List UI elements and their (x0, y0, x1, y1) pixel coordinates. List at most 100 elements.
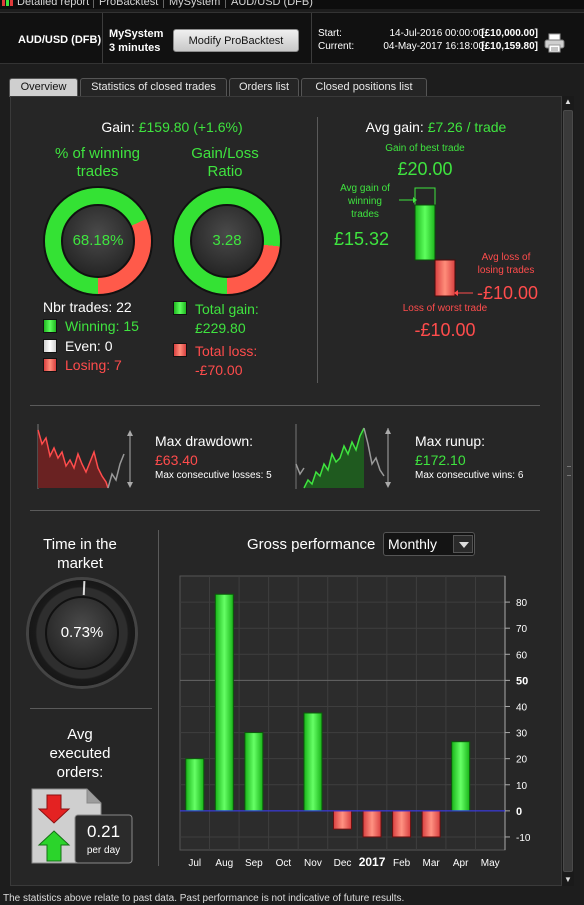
instrument-label: AUD/USD (DFB) (18, 34, 102, 46)
chart-bar-mar (421, 810, 441, 838)
avg-win-label-line1: Avg gain of (340, 183, 390, 194)
chart-y-tick-label: 20 (516, 755, 528, 766)
avg-loss-label: Avg loss of losing trades (471, 251, 541, 277)
start-date: 14-Jul-2016 00:00:00 (389, 28, 484, 39)
time-in-market-tick (82, 581, 86, 596)
max-runup-value: £172.10 (415, 452, 466, 468)
printer-icon[interactable] (543, 33, 567, 53)
total-gain: Total gain: £229.80 (195, 300, 259, 338)
total-loss-value: -£70.00 (195, 362, 243, 378)
even-count: Even: 0 (65, 338, 113, 354)
total-loss-swatch (173, 343, 187, 357)
total-loss: Total loss: -£70.00 (195, 342, 257, 380)
total-gain-label: Total gain: (195, 301, 259, 317)
panel-scrollbar[interactable]: ▲ ▼ (561, 96, 574, 886)
chart-x-label-may: May (481, 858, 500, 869)
current-label: Current: (318, 41, 355, 52)
period-select[interactable]: Monthly (383, 532, 475, 556)
time-in-market-title-line2: market (57, 555, 103, 572)
time-in-market-title-line1: Time in the (43, 536, 117, 553)
title-instrument: AUD/USD (DFB) (231, 0, 313, 8)
winning-title-line2: trades (76, 163, 119, 180)
max-runup-chart (295, 424, 391, 489)
tab-overview[interactable]: Overview (9, 78, 78, 97)
chart-plot-area (179, 575, 506, 851)
chart-y-tick-label: 30 (516, 729, 528, 740)
chevron-down-icon[interactable] (453, 535, 473, 553)
chart-x-label-nov: Nov (304, 858, 322, 869)
start-capital: [£10,000.00] (481, 28, 538, 39)
chart-y-tick-label: 0 (516, 806, 522, 818)
losing-count: Losing: 7 (65, 357, 122, 373)
time-in-market-value: 0.73% (60, 624, 104, 641)
ratio-title-line1: Gain/Loss (191, 145, 259, 162)
tab-statistics-closed-trades[interactable]: Statistics of closed trades (80, 78, 227, 96)
gain-value: £159.80 (+1.6%) (138, 119, 243, 135)
chart-y-tick-label: 60 (516, 650, 528, 661)
chart-y-tick-label: 50 (516, 675, 528, 687)
report-header: AUD/USD (DFB) MySystem 3 minutes Modify … (0, 12, 584, 64)
chart-x-label-dec: Dec (334, 858, 352, 869)
avg-loss-label-line1: Avg loss of (481, 252, 531, 263)
app-icon (2, 0, 14, 6)
total-gain-swatch (173, 301, 187, 315)
chart-x-label-apr: Apr (453, 858, 469, 869)
window-title-bar: Detailed report ProBacktest MySystem AUD… (0, 0, 584, 9)
chart-bar-dec (333, 810, 352, 830)
max-drawdown-value: £63.40 (155, 452, 198, 468)
max-drawdown-chart (37, 424, 133, 489)
winning-trades-title: % of winning trades (40, 145, 155, 181)
current-capital: [£10,159.80] (481, 41, 538, 52)
chart-x-label-oct: Oct (276, 858, 292, 869)
avg-win-label-line2: winning (348, 196, 382, 207)
scroll-thumb[interactable] (563, 110, 573, 872)
total-loss-label: Total loss: (195, 343, 258, 359)
chart-y-tick-label: 80 (516, 598, 528, 609)
time-in-market-donut: 0.73% (29, 580, 135, 686)
title-system: MySystem (169, 0, 221, 8)
chart-bar-aug (214, 593, 234, 812)
tab-orders-list[interactable]: Orders list (229, 78, 299, 96)
system-name: MySystem (109, 28, 164, 40)
time-in-market-title: Time in the market (30, 535, 130, 573)
avg-loss-label-line2: losing trades (477, 265, 535, 276)
scroll-up-icon[interactable]: ▲ (564, 97, 572, 106)
gross-performance-title: Gross performance (247, 536, 376, 553)
tab-closed-positions-list[interactable]: Closed positions list (301, 78, 427, 96)
avg-orders-unit: per day (86, 845, 121, 856)
gross-performance-chart: -10 0 10 20 30 40 50 60 70 80 Jul Aug Sep Oct Nov Dec 20… (179, 575, 531, 869)
period-select-value: Monthly (388, 536, 438, 552)
gain-loss-ratio-title: Gain/Loss Ratio (170, 145, 280, 181)
max-consecutive-wins: Max consecutive wins: 6 (415, 470, 524, 481)
executed-orders-icon: 0.21 per day (31, 787, 133, 865)
best-trade-value: £20.00 (397, 159, 453, 179)
avg-orders-value: 0.21 (86, 822, 121, 841)
avg-orders-title-line3: orders: (56, 764, 104, 781)
avg-gain-bar-diagram (399, 187, 473, 297)
title-detailed-report: Detailed report (17, 0, 90, 8)
chart-x-label-mar: Mar (423, 858, 441, 869)
nbr-trades: Nbr trades: 22 (43, 299, 132, 315)
avg-gain-label: Avg gain: (365, 119, 424, 135)
chart-y-tick-label: 70 (516, 624, 528, 635)
avg-gain-value: £7.26 / trade (427, 119, 507, 135)
modify-probacktest-button[interactable]: Modify ProBacktest (173, 29, 299, 52)
scroll-down-icon[interactable]: ▼ (564, 875, 572, 884)
chart-x-label-aug: Aug (215, 858, 233, 869)
chart-bar-2017 (362, 810, 382, 838)
chart-x-label-2017: 2017 (359, 855, 386, 869)
chart-bar-feb (392, 810, 412, 838)
winning-pct-value: 68.18% (72, 232, 124, 249)
max-runup-label: Max runup: (415, 433, 486, 449)
winning-title-line1: % of winning (54, 145, 141, 162)
chart-bar-sep (244, 732, 264, 812)
avg-win-label: Avg gain of winning trades (330, 182, 400, 221)
chart-x-label-sep: Sep (245, 858, 263, 869)
avg-orders-title-line2: executed (49, 745, 111, 762)
system-info: MySystem 3 minutes (109, 27, 163, 55)
total-gain-value: £229.80 (195, 320, 246, 336)
current-date: 04-May-2017 16:18:00 (383, 41, 484, 52)
chart-x-label-feb: Feb (393, 858, 411, 869)
max-consecutive-losses: Max consecutive losses: 5 (155, 470, 272, 481)
avg-win-value: £15.32 (334, 229, 390, 249)
